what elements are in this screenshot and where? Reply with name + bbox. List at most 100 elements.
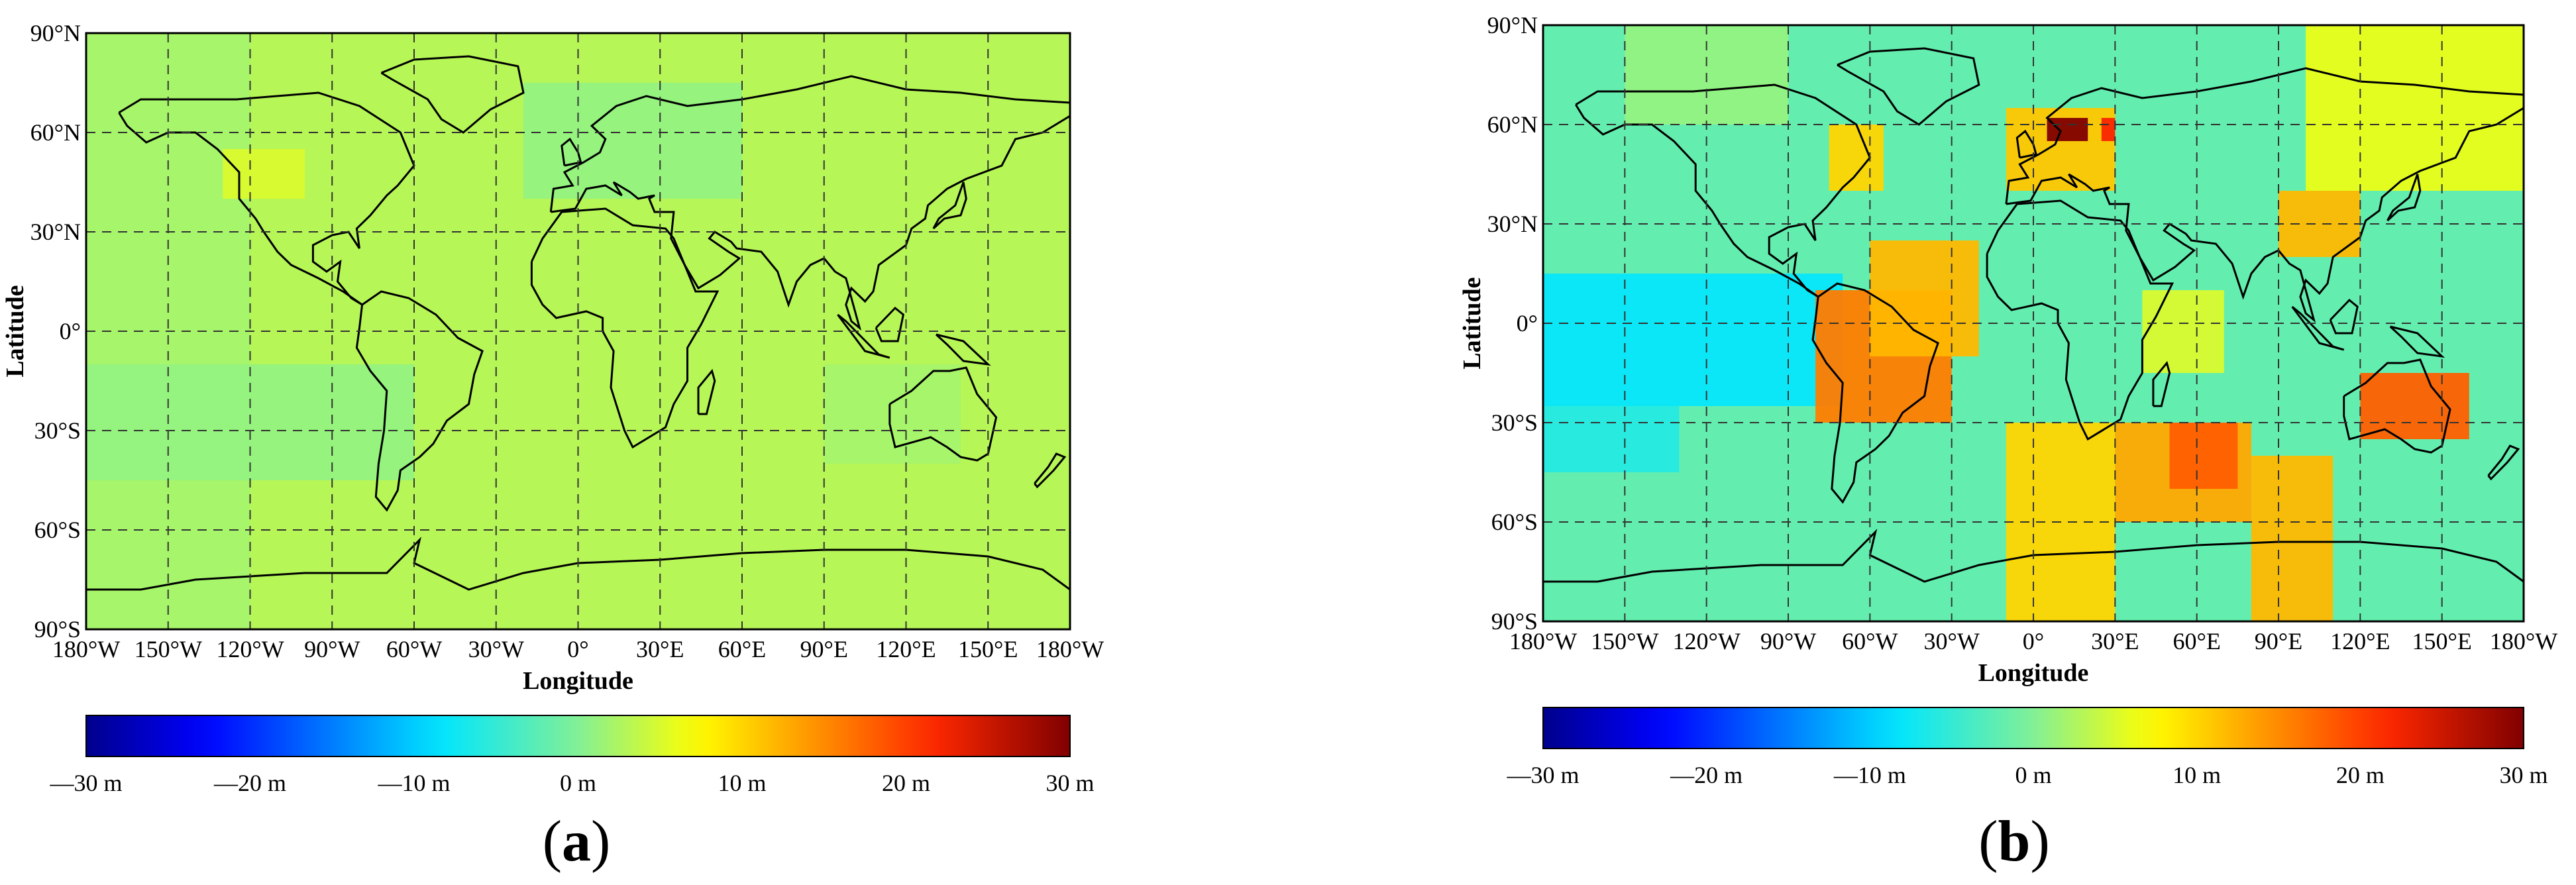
lat-tick-label: 0° xyxy=(1517,310,1538,337)
colorbar-tick-label: —10 m xyxy=(1833,762,1906,788)
coastline xyxy=(875,306,905,342)
coastline xyxy=(2329,298,2359,335)
lat-tick-label: 30°N xyxy=(30,219,81,245)
coastline xyxy=(2291,305,2345,351)
field-region xyxy=(2306,25,2524,191)
coastline xyxy=(549,75,1070,331)
colorbar-tick-label: —10 m xyxy=(377,770,450,796)
colorbar-tick-label: 10 m xyxy=(718,770,766,796)
lat-tick-label: 60°N xyxy=(1487,111,1538,138)
caption-b-letter: b xyxy=(1998,809,2031,874)
lon-tick-label: 60°W xyxy=(1842,628,1898,654)
y-axis-label: Latitude xyxy=(1,285,29,377)
caption-b: (b) xyxy=(1948,808,2080,875)
lat-tick-label: 60°S xyxy=(34,517,81,543)
map-area xyxy=(1543,25,2524,621)
lat-tick-label: 90°S xyxy=(34,616,81,643)
colorbar-tick-label: 30 m xyxy=(1046,770,1094,796)
lat-tick-label: 60°N xyxy=(30,119,81,146)
lon-tick-label: 150°W xyxy=(1591,628,1658,654)
colorbar xyxy=(85,715,1071,757)
map-frame xyxy=(85,32,1071,631)
y-axis-label: Latitude xyxy=(1458,277,1486,369)
colorbar-tick-label: 30 m xyxy=(2499,762,2548,788)
x-axis-label: Longitude xyxy=(1978,659,2089,687)
lat-tick-label: 30°N xyxy=(1487,211,1538,237)
lon-tick-label: 30°W xyxy=(1923,628,1979,654)
coastline xyxy=(2487,444,2520,481)
lon-tick-label: 150°E xyxy=(958,636,1018,662)
map-frame xyxy=(1542,24,2525,623)
colorbar-tick-label: —30 m xyxy=(1506,762,1579,788)
field-region xyxy=(2047,118,2088,141)
field-region xyxy=(1543,406,1680,472)
colorbar-tick-label: 10 m xyxy=(2173,762,2221,788)
field-region xyxy=(223,149,305,199)
lat-tick-label: 90°N xyxy=(1487,12,1538,38)
lat-tick-label: 0° xyxy=(60,318,81,344)
colorbar-tick-label: 0 m xyxy=(2015,762,2051,788)
lon-tick-label: 60°E xyxy=(2173,628,2220,654)
lon-tick-label: 90°W xyxy=(304,636,360,662)
field-region xyxy=(2251,456,2334,621)
lat-tick-label: 90°N xyxy=(30,20,81,46)
coastline xyxy=(837,313,890,359)
field-region xyxy=(1543,274,1843,406)
lon-tick-label: 30°E xyxy=(636,636,684,662)
coastline xyxy=(2387,174,2422,222)
field-region xyxy=(2142,290,2224,373)
coastline xyxy=(530,207,720,449)
lon-tick-label: 180°W xyxy=(2490,628,2557,654)
coastline xyxy=(935,333,991,366)
map-chart-b: 180°W 150°W 120°W 90°W 60°W 30°W 0° 30°E 60°E 90°… xyxy=(1458,12,2557,788)
caption-a: (a) xyxy=(510,808,643,875)
lon-tick-label: 120°E xyxy=(2330,628,2390,654)
colorbar-tick-label: —20 m xyxy=(1670,762,1743,788)
colorbar xyxy=(1542,707,2524,749)
panel-a: 180°W 150°W 120°W 90°W 60°W 30°W 0° 30°E 60°E 90°… xyxy=(1,20,1104,796)
colorbar-tick-label: 20 m xyxy=(882,770,930,796)
field-region xyxy=(2360,373,2469,439)
lon-tick-label: 120°W xyxy=(216,636,284,662)
lon-tick-label: 0° xyxy=(567,636,588,662)
lat-tick-label: 30°S xyxy=(34,417,81,444)
coastline xyxy=(697,368,716,415)
field-region xyxy=(1870,240,1979,356)
lon-tick-label: 60°W xyxy=(386,636,442,662)
field-region xyxy=(2101,118,2116,141)
caption-b-close: ) xyxy=(2030,809,2050,874)
colorbar-tick-label: 0 m xyxy=(560,770,596,796)
x-axis-label: Longitude xyxy=(523,667,633,695)
field-region xyxy=(523,83,742,199)
coastline xyxy=(1543,529,2524,583)
lon-tick-label: 120°W xyxy=(1672,628,1740,654)
coastline xyxy=(1575,83,1872,298)
lon-tick-label: 120°E xyxy=(876,636,936,662)
coastline xyxy=(1986,199,2174,441)
lat-tick-label: 90°S xyxy=(1491,608,1538,635)
lon-tick-label: 90°E xyxy=(2255,628,2302,654)
caption-a-close: ) xyxy=(591,809,611,874)
coastline xyxy=(2389,325,2445,358)
field-region xyxy=(1829,125,1884,191)
map-area xyxy=(86,33,1070,629)
coastline xyxy=(1811,282,1939,504)
coastline xyxy=(355,290,484,512)
caption-a-letter: a xyxy=(562,809,591,874)
field-region xyxy=(824,364,961,464)
coastline xyxy=(932,182,967,230)
lon-tick-label: 30°E xyxy=(2091,628,2139,654)
coastline xyxy=(1034,452,1067,489)
colorbar-tick-label: —20 m xyxy=(213,770,286,796)
colorbar-tick-label: —30 m xyxy=(49,770,122,796)
lon-tick-label: 30°W xyxy=(468,636,524,662)
lon-tick-label: 180°W xyxy=(52,636,120,662)
lat-tick-label: 60°S xyxy=(1491,509,1538,535)
panel-b: 180°W 150°W 120°W 90°W 60°W 30°W 0° 30°E 60°E 90°… xyxy=(1288,0,2576,885)
caption-b-open: ( xyxy=(1978,809,1998,874)
field-region xyxy=(2169,423,2238,489)
coastline xyxy=(1837,47,1980,126)
lon-tick-label: 0° xyxy=(2023,628,2044,654)
lon-tick-label: 60°E xyxy=(718,636,766,662)
coastline xyxy=(86,537,1070,591)
